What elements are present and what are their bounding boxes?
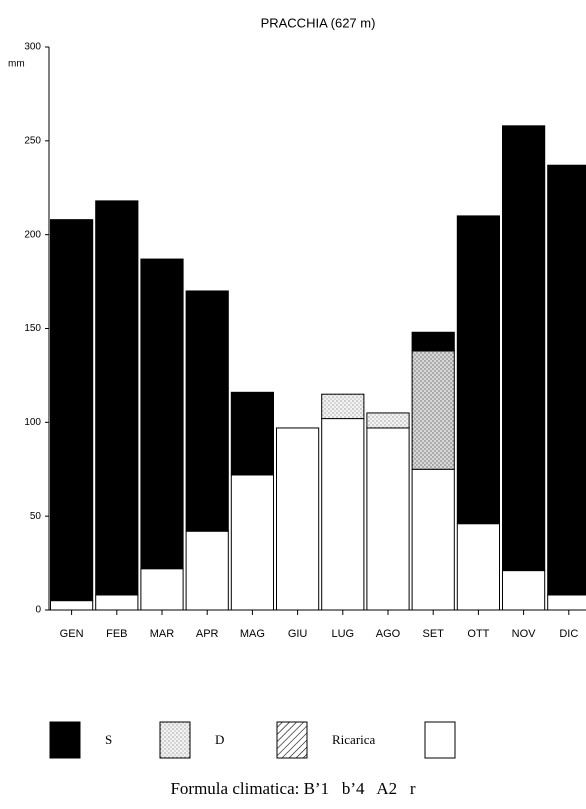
legend-swatch (159, 721, 191, 759)
legend-swatch (424, 721, 456, 759)
bar-segment (366, 412, 410, 429)
legend-swatch (49, 721, 81, 759)
bar-segment (321, 393, 365, 420)
bar-segment (366, 427, 410, 611)
legend-swatch (276, 721, 308, 759)
y-tick-label: 200 (24, 229, 41, 240)
x-tick-label: FEB (106, 628, 127, 640)
chart-title: PRACCHIA (627 m) (261, 15, 376, 30)
y-tick-label: 0 (35, 605, 41, 616)
bar-segment (230, 474, 275, 611)
bar-segment (50, 219, 94, 602)
bar-segment (50, 600, 94, 611)
bar-segment (411, 331, 455, 352)
x-tick-label: GEN (60, 628, 84, 640)
bar-segment (185, 530, 229, 611)
x-tick-label: SET (422, 628, 444, 640)
bar-segment (547, 594, 586, 611)
y-unit: mm (8, 59, 25, 70)
y-tick-label: 250 (24, 135, 41, 146)
footer: Formula climatica: B’1 b’4 A2 r (170, 779, 415, 798)
x-tick-label: AGO (376, 628, 401, 640)
bar-segment (185, 290, 229, 532)
x-tick-label: DIC (559, 628, 578, 640)
bar-segment (140, 258, 184, 570)
bar-segment (456, 215, 500, 525)
bar-segment (547, 164, 586, 596)
x-tick-label: APR (196, 628, 219, 640)
bar-segment (230, 391, 275, 476)
legend-label: Ricarica (332, 732, 376, 747)
x-tick-label: OTT (467, 628, 489, 640)
x-tick-label: MAR (150, 628, 175, 640)
bar-segment (502, 570, 546, 611)
bar-segment (276, 427, 320, 611)
bar-segment (95, 594, 139, 611)
bar-segment (502, 125, 546, 572)
x-tick-label: GIU (288, 628, 308, 640)
y-tick-label: 50 (30, 511, 42, 522)
bar-segment (321, 418, 365, 611)
x-tick-label: LUG (331, 628, 354, 640)
bar-segment (411, 350, 455, 470)
legend-label: D (215, 732, 224, 747)
y-tick-label: 100 (24, 417, 41, 428)
x-tick-label: NOV (512, 628, 537, 640)
y-tick-label: 150 (24, 323, 41, 334)
x-tick-label: MAG (240, 628, 265, 640)
y-tick-label: 300 (24, 42, 41, 53)
legend-label: S (105, 732, 112, 747)
bar-segment (411, 468, 455, 611)
bar-segment (95, 200, 139, 596)
bar-segment (456, 523, 500, 611)
bar-segment (140, 568, 184, 611)
